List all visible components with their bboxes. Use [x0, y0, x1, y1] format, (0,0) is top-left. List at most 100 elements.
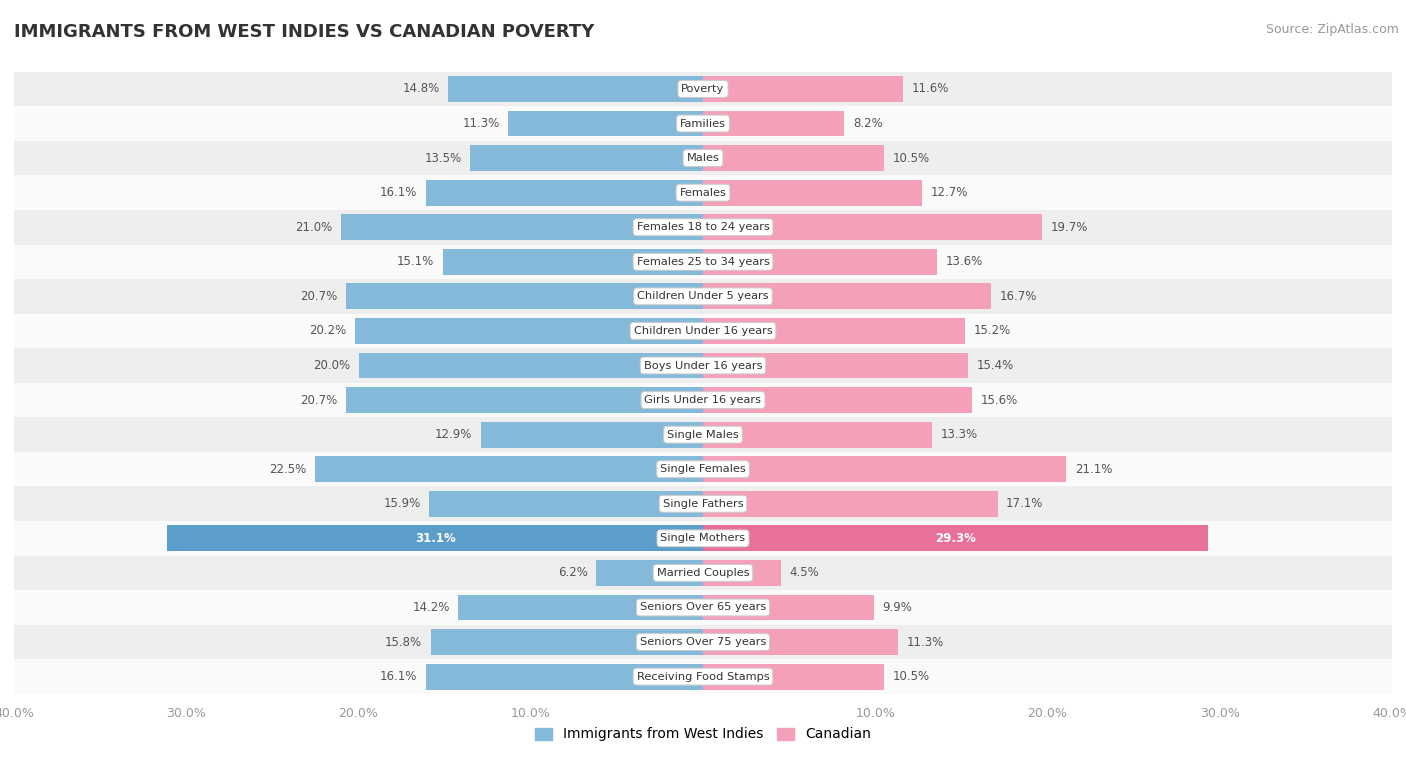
Text: Seniors Over 75 years: Seniors Over 75 years: [640, 637, 766, 647]
Bar: [14, 659, 1392, 694]
Bar: [703, 629, 897, 655]
Bar: [703, 180, 922, 205]
Bar: [596, 560, 703, 586]
Text: 21.0%: 21.0%: [295, 221, 333, 233]
Bar: [703, 111, 844, 136]
Text: 11.3%: 11.3%: [463, 117, 499, 130]
Bar: [703, 283, 991, 309]
Text: IMMIGRANTS FROM WEST INDIES VS CANADIAN POVERTY: IMMIGRANTS FROM WEST INDIES VS CANADIAN …: [14, 23, 595, 41]
Bar: [443, 249, 703, 274]
Text: 22.5%: 22.5%: [270, 462, 307, 476]
Bar: [703, 560, 780, 586]
Bar: [315, 456, 703, 482]
Text: Boys Under 16 years: Boys Under 16 years: [644, 361, 762, 371]
Text: 16.7%: 16.7%: [1000, 290, 1036, 303]
Bar: [14, 556, 1392, 590]
Text: 20.7%: 20.7%: [301, 290, 337, 303]
Text: 10.5%: 10.5%: [893, 670, 929, 683]
Text: 31.1%: 31.1%: [415, 532, 456, 545]
Bar: [471, 145, 703, 171]
Bar: [703, 594, 873, 621]
Text: 14.2%: 14.2%: [412, 601, 450, 614]
Bar: [703, 352, 969, 378]
Bar: [167, 525, 703, 551]
Legend: Immigrants from West Indies, Canadian: Immigrants from West Indies, Canadian: [530, 722, 876, 747]
Bar: [342, 215, 703, 240]
Bar: [359, 352, 703, 378]
Bar: [703, 456, 1066, 482]
Text: Single Mothers: Single Mothers: [661, 534, 745, 543]
Bar: [14, 72, 1392, 106]
Bar: [14, 487, 1392, 521]
Bar: [14, 452, 1392, 487]
Text: Receiving Food Stamps: Receiving Food Stamps: [637, 672, 769, 681]
Text: 13.5%: 13.5%: [425, 152, 461, 164]
Bar: [703, 215, 1042, 240]
Bar: [703, 387, 972, 413]
Bar: [703, 491, 997, 517]
Bar: [14, 141, 1392, 175]
Text: 8.2%: 8.2%: [853, 117, 883, 130]
Text: 12.7%: 12.7%: [931, 186, 967, 199]
Text: Single Females: Single Females: [661, 464, 745, 475]
Bar: [14, 279, 1392, 314]
Bar: [14, 245, 1392, 279]
Text: 17.1%: 17.1%: [1007, 497, 1043, 510]
Text: Single Fathers: Single Fathers: [662, 499, 744, 509]
Text: Single Males: Single Males: [666, 430, 740, 440]
Bar: [430, 629, 703, 655]
Bar: [426, 180, 703, 205]
Bar: [703, 145, 884, 171]
Bar: [14, 383, 1392, 418]
Text: 15.2%: 15.2%: [973, 324, 1011, 337]
Text: 12.9%: 12.9%: [434, 428, 472, 441]
Bar: [14, 590, 1392, 625]
Text: 4.5%: 4.5%: [789, 566, 818, 579]
Bar: [14, 314, 1392, 348]
Text: 13.3%: 13.3%: [941, 428, 977, 441]
Bar: [703, 249, 938, 274]
Bar: [703, 664, 884, 690]
Text: Seniors Over 65 years: Seniors Over 65 years: [640, 603, 766, 612]
Text: 19.7%: 19.7%: [1050, 221, 1088, 233]
Text: 15.1%: 15.1%: [396, 255, 434, 268]
Text: Married Couples: Married Couples: [657, 568, 749, 578]
Text: 16.1%: 16.1%: [380, 670, 418, 683]
Text: 14.8%: 14.8%: [402, 83, 440, 96]
Text: 15.8%: 15.8%: [385, 635, 422, 649]
Text: Children Under 5 years: Children Under 5 years: [637, 291, 769, 302]
Bar: [14, 625, 1392, 659]
Bar: [509, 111, 703, 136]
Text: Males: Males: [686, 153, 720, 163]
Text: 10.5%: 10.5%: [893, 152, 929, 164]
Text: 11.6%: 11.6%: [911, 83, 949, 96]
Bar: [449, 76, 703, 102]
Text: 13.6%: 13.6%: [946, 255, 983, 268]
Text: 11.3%: 11.3%: [907, 635, 943, 649]
Bar: [346, 283, 703, 309]
Text: Females 18 to 24 years: Females 18 to 24 years: [637, 222, 769, 232]
Bar: [703, 421, 932, 448]
Bar: [346, 387, 703, 413]
Text: 15.6%: 15.6%: [980, 393, 1018, 406]
Text: Source: ZipAtlas.com: Source: ZipAtlas.com: [1265, 23, 1399, 36]
Bar: [356, 318, 703, 344]
Text: Families: Families: [681, 118, 725, 129]
Bar: [426, 664, 703, 690]
Bar: [481, 421, 703, 448]
Bar: [703, 318, 965, 344]
Bar: [429, 491, 703, 517]
Text: 15.4%: 15.4%: [977, 359, 1014, 372]
Text: 20.0%: 20.0%: [312, 359, 350, 372]
Text: 29.3%: 29.3%: [935, 532, 976, 545]
Bar: [458, 594, 703, 621]
Text: Females: Females: [679, 188, 727, 198]
Bar: [703, 525, 1208, 551]
Bar: [14, 175, 1392, 210]
Bar: [703, 76, 903, 102]
Text: Children Under 16 years: Children Under 16 years: [634, 326, 772, 336]
Text: Girls Under 16 years: Girls Under 16 years: [644, 395, 762, 405]
Text: 15.9%: 15.9%: [384, 497, 420, 510]
Text: Females 25 to 34 years: Females 25 to 34 years: [637, 257, 769, 267]
Text: 21.1%: 21.1%: [1076, 462, 1112, 476]
